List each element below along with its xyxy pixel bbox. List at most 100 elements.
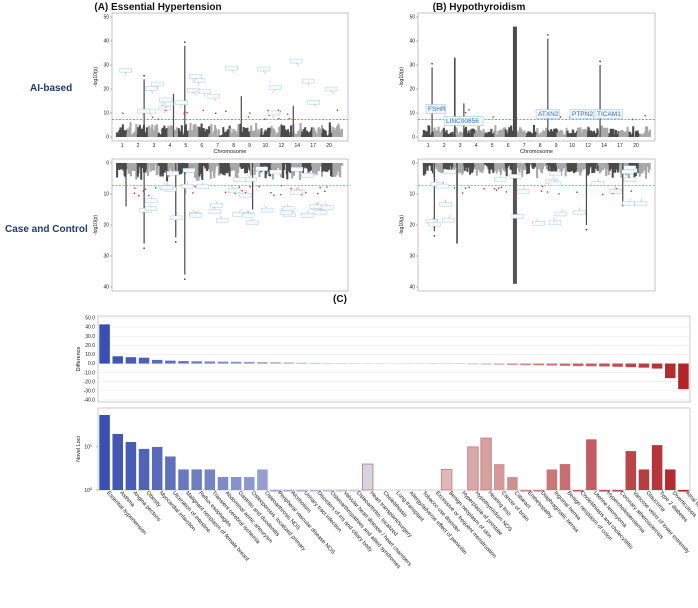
significant-point — [464, 111, 467, 114]
novel-loci-bar-40 — [612, 490, 623, 492]
gene-label-leader — [535, 218, 539, 222]
novel-loci-bar-2 — [112, 433, 123, 490]
outlier-point — [431, 62, 433, 65]
novel-loci-bar-27 — [440, 468, 453, 491]
gene-label-leader — [124, 72, 126, 76]
difference-y-tick-label: 40.0 — [85, 325, 95, 331]
gene-label-box — [573, 210, 586, 215]
difference-bar-16 — [296, 362, 308, 364]
gene-label-leader — [627, 174, 631, 178]
significant-point — [319, 186, 321, 189]
gene-label-leader — [436, 179, 438, 183]
gene-label-leader — [231, 69, 235, 74]
gene-label-leader — [323, 202, 328, 206]
gene-label-leader — [434, 219, 439, 223]
panel-b-title: (B) Hypothyroidism — [433, 2, 526, 13]
novel-loci-bar-45 — [678, 490, 689, 492]
difference-bar-12 — [244, 361, 255, 364]
plot-frame — [111, 158, 349, 292]
significant-point — [183, 111, 186, 113]
novel-loci-bar-16 — [296, 490, 308, 492]
difference-bar-25 — [415, 363, 426, 365]
gene-label-box — [549, 171, 562, 176]
difference-y-tick-label: 30.0 — [85, 334, 95, 340]
gene-label-leader — [551, 168, 556, 172]
novel-loci-bar-39 — [599, 490, 610, 492]
novel-loci-bar-15 — [283, 490, 295, 492]
significant-point — [631, 118, 634, 121]
panel-c-title: (C) — [333, 294, 347, 305]
chromosome-15-points — [566, 163, 579, 174]
gene-label-leader — [193, 78, 196, 82]
gene-label-box — [634, 201, 647, 206]
gene-label-box — [189, 74, 202, 79]
difference-bar-1 — [99, 324, 110, 364]
gene-label-box — [443, 169, 457, 174]
gene-label-box — [282, 206, 295, 211]
difference-y-tick-label: 50.0 — [85, 316, 95, 322]
significant-point — [238, 186, 241, 188]
difference-bar-chart: 50.0 40.0 30.0 20.0 10.0 0.0 -10.0 -20.0 -30.0 -4… — [76, 316, 691, 404]
gene-label-leader — [166, 182, 168, 186]
novel-loci-bar-1 — [99, 415, 110, 490]
chromosome-16-points — [270, 163, 283, 180]
novel-loci-bar-34 — [533, 490, 544, 492]
gene-label-box — [257, 66, 270, 72]
y-tick-label: 20 — [103, 87, 109, 93]
chromosome-tick: 14 — [295, 143, 301, 149]
gene-label-leader — [201, 181, 203, 185]
novel-loci-bar-17 — [309, 490, 321, 492]
y-tick-label: 30 — [409, 254, 415, 260]
y-tick-label: 40 — [409, 39, 415, 45]
difference-y-tick-label: 10.0 — [85, 352, 95, 358]
gene-label-box — [186, 88, 200, 93]
gene-label-box — [511, 214, 525, 219]
y-axis-label: -log10(p) — [399, 67, 405, 87]
significant-point — [202, 109, 205, 112]
difference-bar-29 — [467, 363, 479, 365]
chromosome-5-points — [157, 163, 170, 182]
chromosome-tick: 2 — [443, 143, 446, 149]
outlier-point — [183, 278, 186, 281]
novel-loci-bar-41 — [625, 451, 637, 490]
significant-point — [495, 189, 498, 191]
difference-bar-41 — [625, 363, 637, 368]
gene-label-box — [242, 212, 255, 218]
gene-label-leader — [330, 90, 335, 95]
y-tick-label: 0 — [106, 161, 109, 167]
significant-point — [280, 184, 283, 187]
gene-label-box — [321, 205, 334, 210]
gene-label-box — [623, 165, 637, 170]
difference-bar-34 — [533, 363, 544, 366]
gene-label-leader — [515, 211, 519, 215]
significant-point — [121, 112, 124, 115]
gene-label-leader — [148, 203, 152, 207]
difference-y-tick-label: 0.0 — [88, 361, 95, 367]
significant-point — [192, 192, 194, 194]
y-tick-label: 10 — [409, 192, 415, 198]
gene-label-box — [300, 213, 314, 218]
novel-loci-bar-21 — [361, 463, 374, 491]
gene-label-box — [246, 220, 259, 225]
novel-loci-bar-37 — [572, 490, 584, 492]
gene-label-leader — [551, 176, 555, 180]
difference-y-tick-label: 20.0 — [85, 343, 95, 349]
gene-label-leader — [163, 182, 166, 186]
gene-label-leader — [203, 93, 206, 97]
chromosome-17-points — [587, 163, 600, 176]
novel-loci-bar-18 — [322, 490, 334, 492]
gene-label-leader — [597, 178, 599, 182]
y-tick-label: 30 — [103, 63, 109, 69]
outlier-point — [143, 247, 146, 250]
gene-label-box — [269, 169, 282, 175]
significant-point — [288, 117, 291, 120]
y-axis-label: -log10(p) — [93, 67, 99, 87]
gene-label-box — [594, 109, 623, 119]
novel-loci-y-axis-label: Novel Loci — [76, 436, 82, 462]
gene-label-box — [269, 85, 282, 90]
significant-point — [157, 118, 160, 120]
difference-bar-31 — [493, 363, 505, 365]
gene-label-leader — [553, 217, 556, 221]
chromosome-tick: 6 — [507, 143, 510, 149]
chromosome-tick: 4 — [169, 143, 172, 149]
